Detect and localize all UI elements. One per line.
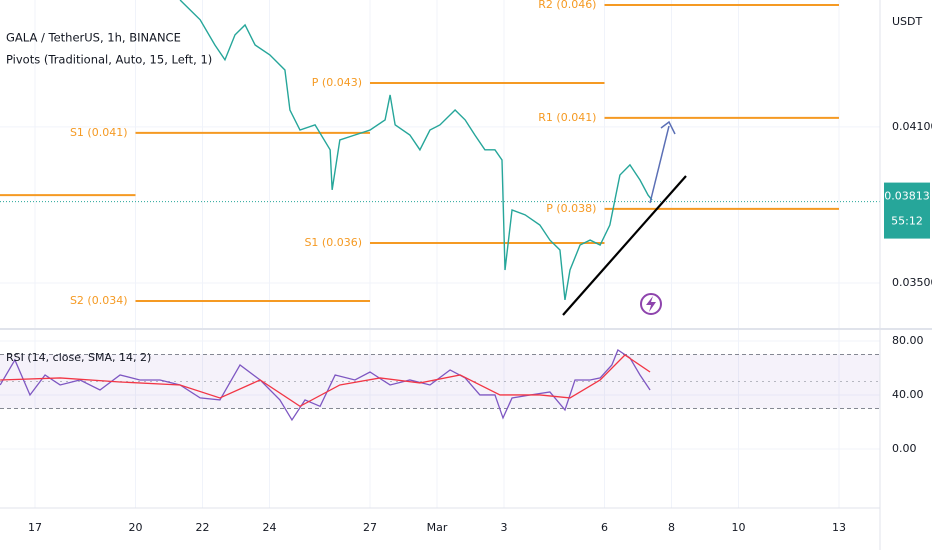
plot: S1 (0.041) S2 (0.034) P (0.043) S1 (0.036) R… [0,0,880,422]
pivot-label: P (0.038) [546,202,596,215]
pivot-label: P (0.043) [312,76,362,89]
x-tick-label: 8 [668,521,675,534]
x-tick-label: Mar [427,521,448,534]
indicator-title: Pivots (Traditional, Auto, 15, Left, 1) [6,53,212,67]
currency: USDT [892,15,923,28]
alert-bolt [646,296,656,312]
y-tick-label: 0.03500 [892,276,932,289]
x-tick-label: 22 [196,521,210,534]
price-line [179,0,653,301]
projection-arrow [649,125,670,204]
pivot-label: S1 (0.041) [70,126,128,139]
rsi-line [0,349,651,422]
y-tick-label: 40.00 [892,388,924,401]
pivot-label: R1 (0.041) [538,111,596,124]
x-tick-label: 17 [28,521,42,534]
x-tick-label: 10 [731,521,745,534]
rsi-title: RSI (14, close, SMA, 14, 2) [6,351,151,364]
pivot-label: S2 (0.034) [70,294,128,307]
y-tick-label: 80.00 [892,334,924,347]
last-price-label: 0.03813 [884,190,930,203]
x-tick-label: 13 [832,521,846,534]
alert-icon [640,293,662,315]
x-tick-label: 24 [263,521,277,534]
x-tick-label: 6 [601,521,608,534]
pivot-label: S1 (0.036) [304,236,362,249]
y-tick-label: 0.00 [892,442,917,455]
rsi-line [0,354,651,408]
trend-line [562,175,687,316]
countdown: 55:12 [891,215,923,228]
symbol-title: GALA / TetherUS, 1h, BINANCE [6,31,181,45]
arrow-head [660,120,676,135]
x-tick-label: 27 [363,521,377,534]
x-tick-label: 20 [129,521,143,534]
grid [0,0,880,508]
last-price-tag [884,182,930,239]
x-tick-label: 3 [501,521,508,534]
pivot-label: R2 (0.046) [538,0,596,11]
